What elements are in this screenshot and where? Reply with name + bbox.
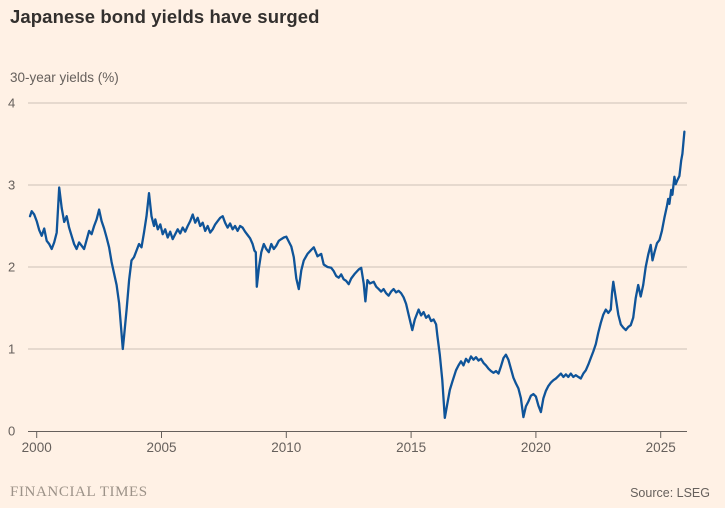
yield-line [28,130,686,420]
x-axis-label-2025: 2025 [646,440,676,455]
source-credit: Source: LSEG [630,486,710,500]
chart-subtitle: 30-year yields (%) [10,70,119,85]
x-axis-label-2000: 2000 [22,440,52,455]
y-axis-label-2: 2 [8,260,15,275]
ft-wordmark: FINANCIAL TIMES [10,484,148,500]
x-axis-label-2005: 2005 [146,440,176,455]
line-chart: 0 1 2 3 4 2000 2005 2010 2015 2020 2025 [8,96,687,455]
x-axis-label-2010: 2010 [271,440,301,455]
y-axis-label-3: 3 [8,178,15,193]
x-axis-label-2015: 2015 [396,440,426,455]
y-axis-label-4: 4 [8,96,15,111]
y-axis-label-0: 0 [8,424,15,439]
chart-title: Japanese bond yields have surged [10,6,320,27]
x-axis-label-2020: 2020 [521,440,551,455]
y-axis-label-1: 1 [8,342,15,357]
